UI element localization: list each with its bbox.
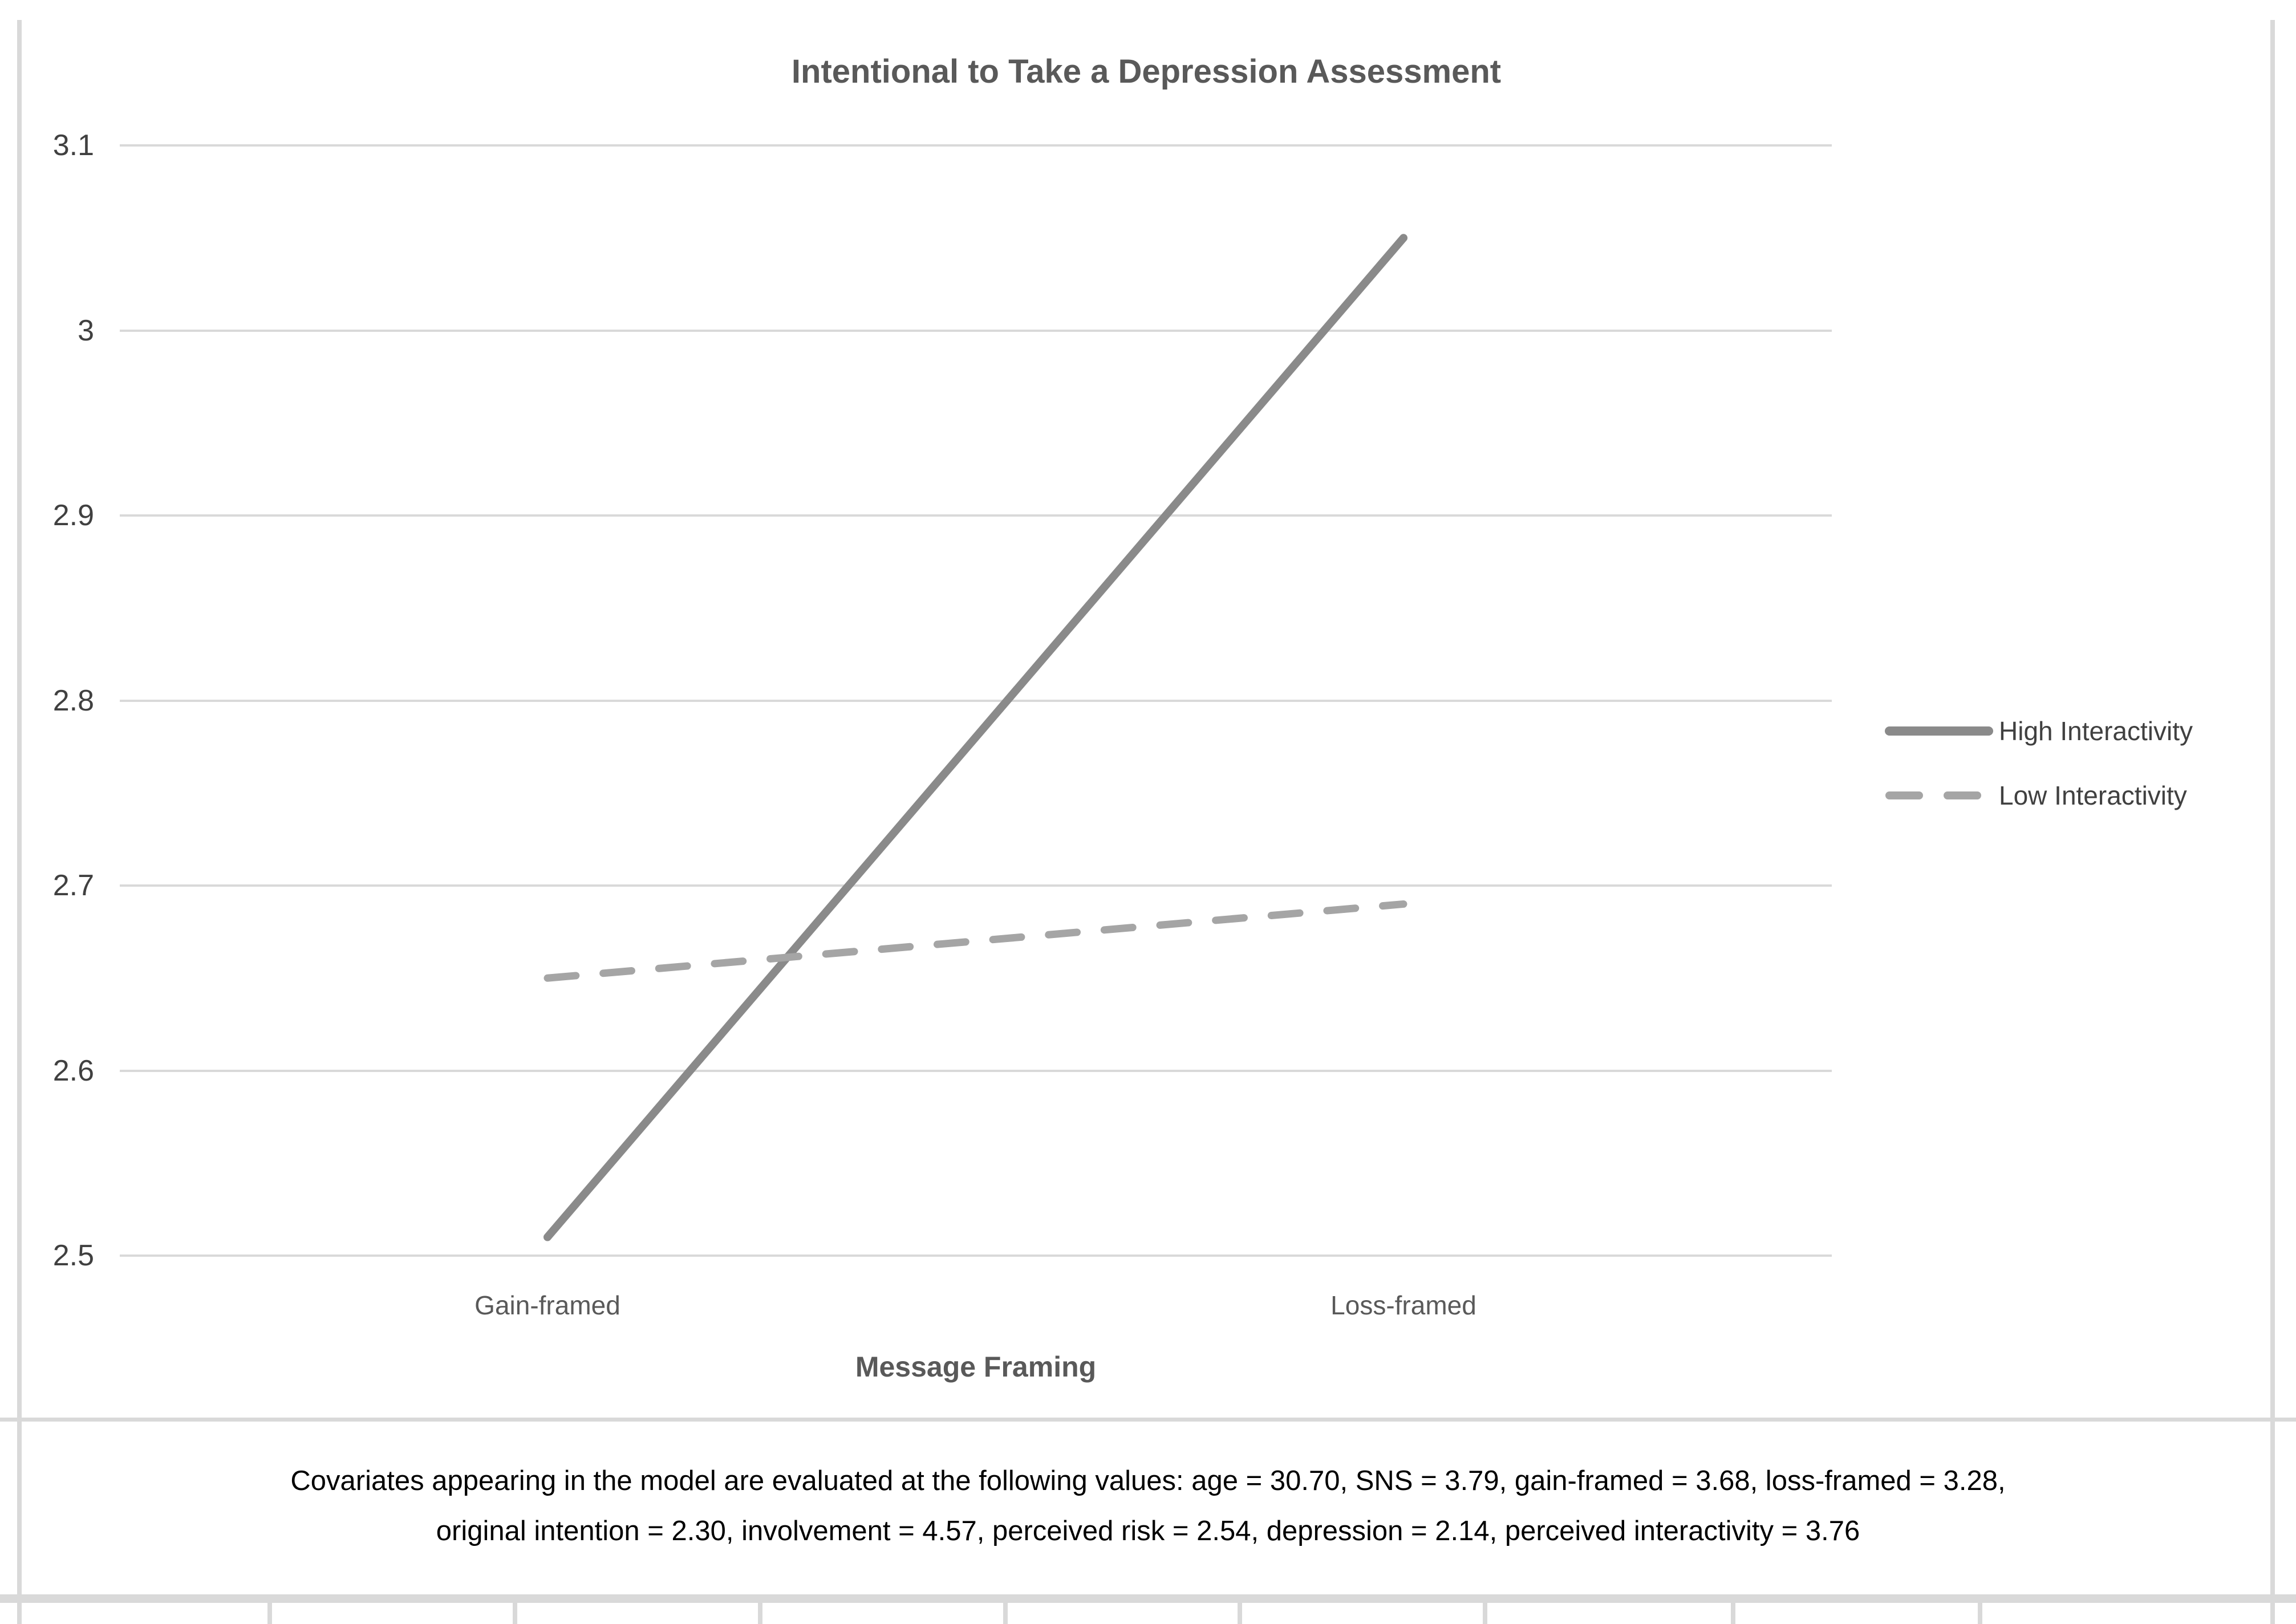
gridline bbox=[120, 699, 1832, 702]
cell-border-tick bbox=[513, 1603, 517, 1624]
covariates-note-line2: original intention = 2.30, involvement =… bbox=[436, 1516, 1860, 1546]
covariates-note-line1: Covariates appearing in the model are ev… bbox=[290, 1465, 2006, 1496]
y-axis-tick-label: 3 bbox=[78, 314, 94, 347]
dashed-line-swatch-icon bbox=[1885, 791, 1993, 799]
x-tick-label-gain-framed: Gain-framed bbox=[474, 1290, 620, 1320]
series-line-low-interactivity bbox=[543, 900, 1407, 982]
cell-border-tick bbox=[1483, 1603, 1487, 1624]
y-axis-tick-label: 2.5 bbox=[52, 1239, 94, 1272]
gridline bbox=[120, 884, 1832, 887]
figure-left-border bbox=[17, 20, 22, 1624]
cell-border-tick bbox=[267, 1603, 272, 1624]
gridline bbox=[120, 329, 1832, 332]
bottom-cell-border-band bbox=[0, 1594, 2296, 1603]
cell-border-tick bbox=[17, 1603, 22, 1624]
cell-border-tick bbox=[1978, 1603, 1982, 1624]
series-line-high-interactivity bbox=[543, 234, 1407, 1241]
gridline bbox=[120, 1069, 1832, 1072]
x-axis-title: Message Framing bbox=[855, 1351, 1097, 1383]
cell-border-tick bbox=[758, 1603, 762, 1624]
cell-border-tick bbox=[1003, 1603, 1008, 1624]
y-axis-tick-label: 2.9 bbox=[52, 499, 94, 532]
legend-label: High Interactivity bbox=[1999, 716, 2193, 746]
x-tick-label-loss-framed: Loss-framed bbox=[1330, 1290, 1476, 1320]
gridline bbox=[120, 1254, 1832, 1257]
y-axis-tick-label: 2.6 bbox=[52, 1054, 94, 1087]
legend-entry-high-interactivity: High Interactivity bbox=[1885, 715, 2193, 747]
legend-label: Low Interactivity bbox=[1999, 781, 2187, 810]
cell-border-tick bbox=[1238, 1603, 1242, 1624]
legend-entry-low-interactivity: Low Interactivity bbox=[1885, 779, 2187, 811]
y-axis-tick-label: 2.8 bbox=[52, 684, 94, 717]
note-separator-line bbox=[0, 1418, 2296, 1422]
cell-border-tick bbox=[2270, 1603, 2275, 1624]
solid-line-swatch-icon bbox=[1885, 726, 1993, 736]
y-axis-tick-label: 2.7 bbox=[52, 869, 94, 902]
gridline bbox=[120, 514, 1832, 517]
figure-right-border bbox=[2270, 20, 2275, 1624]
cell-border-tick bbox=[1731, 1603, 1735, 1624]
gridline bbox=[120, 144, 1832, 147]
y-axis-tick-label: 3.1 bbox=[52, 129, 94, 162]
chart-title: Intentional to Take a Depression Assessm… bbox=[791, 53, 1502, 90]
